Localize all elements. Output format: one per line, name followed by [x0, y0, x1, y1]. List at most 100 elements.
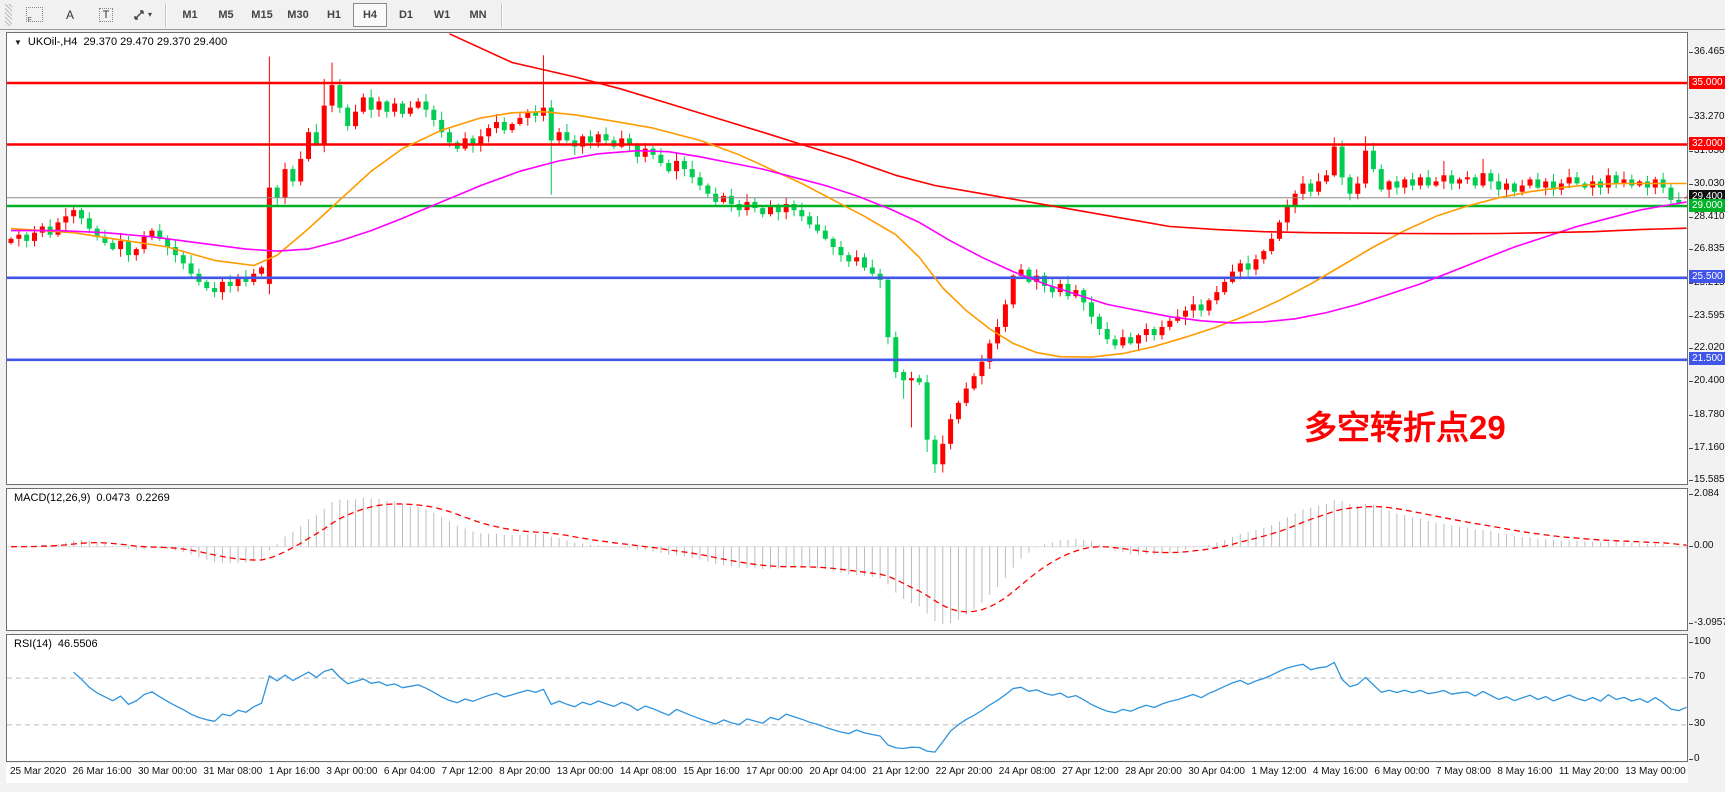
rsi-tick-label: 0	[1689, 753, 1700, 764]
price-tag-29.000: 29.000	[1689, 198, 1725, 212]
toolbar-separator	[501, 2, 503, 27]
chevron-down-icon: ▾	[147, 10, 152, 19]
macd-label: MACD(12,26,9) 0.0473 0.2269	[14, 492, 170, 504]
rsi-tick-label: 30	[1688, 717, 1706, 729]
macd-signal-value: 0.2269	[136, 492, 170, 504]
date-label: 22 Apr 20:00	[935, 766, 993, 777]
macd-canvas[interactable]	[7, 489, 1687, 630]
tab-w1[interactable]: W1	[433, 8, 451, 21]
date-label: 30 Mar 00:00	[137, 766, 197, 777]
chart-text-annotation: 多空转折点29	[1304, 409, 1506, 446]
date-label: 27 Apr 12:00	[1061, 766, 1119, 777]
macd-scale[interactable]: 2.084 0.00 -3.0957	[1688, 488, 1725, 631]
text-label-button[interactable]: T	[89, 3, 123, 27]
date-label: 8 May 16:00	[1497, 766, 1553, 777]
date-label: 6 May 00:00	[1374, 766, 1430, 777]
chart-title: ▼ UKOil-,H4 29.370 29.470 29.370 29.400	[14, 36, 227, 48]
rsi-scale[interactable]: 100 70 30 0	[1688, 634, 1725, 764]
date-label: 1 May 12:00	[1251, 766, 1307, 777]
diagonal-arrows-icon	[134, 9, 144, 20]
price-tick-label: 31.650	[1689, 144, 1725, 156]
date-label: 30 Apr 04:00	[1188, 766, 1245, 777]
date-label: 7 May 08:00	[1435, 766, 1491, 777]
rsi-line	[73, 661, 1687, 753]
macd-tick-label: -3.0957	[1689, 617, 1725, 628]
slow-ma-line	[11, 149, 1687, 324]
price-tick-label: 20.400	[1689, 375, 1725, 387]
price-tag-25.500: 25.500	[1689, 270, 1725, 284]
price-tick-label: 17.160	[1689, 441, 1725, 453]
tab-d1[interactable]: D1	[398, 8, 414, 21]
rsi-label: RSI(14) 46.5506	[14, 638, 98, 650]
date-label: 31 Mar 08:00	[203, 766, 263, 777]
ohlc-values: 29.370 29.470 29.370 29.400	[83, 36, 228, 48]
long-ma-line	[449, 33, 1687, 235]
grid-snap-button[interactable]: F	[17, 3, 51, 27]
font-a-icon: A	[65, 7, 74, 22]
price-tag-21.500: 21.500	[1689, 352, 1725, 366]
date-label: 20 Apr 04:00	[809, 766, 867, 777]
price-chart-canvas[interactable]	[7, 33, 1687, 484]
macd-tick-label: 2.084	[1688, 488, 1720, 499]
rsi-canvas[interactable]	[7, 635, 1687, 761]
macd-tick-label: 0.00	[1688, 539, 1714, 551]
main-chart-panel[interactable]: ▼ UKOil-,H4 29.370 29.470 29.370 29.400 …	[6, 32, 1688, 485]
text-t-icon: T	[98, 7, 114, 22]
date-label: 3 Apr 00:00	[326, 766, 378, 777]
price-tick-label: 23.595	[1689, 309, 1725, 321]
price-tick-label: 36.465	[1689, 46, 1725, 57]
tab-m5[interactable]: M5	[218, 8, 234, 21]
date-label: 4 May 16:00	[1312, 766, 1368, 777]
date-label: 15 Apr 16:00	[683, 766, 740, 777]
price-tag-32.000: 32.000	[1689, 137, 1725, 151]
rsi-value: 46.5506	[57, 638, 98, 650]
date-label: 8 Apr 20:00	[499, 766, 551, 777]
price-tick-label: 22.020	[1689, 342, 1725, 354]
date-label: 28 Apr 20:00	[1125, 766, 1182, 777]
toolbar-grip[interactable]	[5, 3, 12, 26]
macd-panel[interactable]: MACD(12,26,9) 0.0473 0.2269	[6, 488, 1688, 631]
macd-name: MACD(12,26,9)	[14, 492, 91, 504]
date-label: 24 Apr 08:00	[998, 766, 1056, 777]
date-label: 7 Apr 12:00	[441, 766, 493, 777]
date-label: 11 May 20:00	[1558, 766, 1619, 777]
time-axis[interactable]: 25 Mar 2020 26 Mar 16:00 30 Mar 00:00 31 Ma…	[6, 763, 1688, 783]
macd-value: 0.0473	[96, 492, 131, 504]
tab-m15[interactable]: M15	[251, 8, 273, 21]
cursor-tools-button[interactable]: ▾	[125, 3, 159, 27]
price-tick-label: 26.835	[1689, 243, 1725, 255]
grid-icon: F	[25, 7, 43, 24]
price-tick-label: 33.270	[1689, 111, 1725, 123]
price-tick-label: 15.585	[1689, 474, 1725, 486]
price-scale[interactable]: 36.46534.84533.27031.65030.03028.41026.8…	[1689, 32, 1725, 485]
date-label: 25 Mar 2020	[10, 766, 67, 777]
macd-signal-line	[10, 503, 1687, 613]
tab-h4[interactable]: H4	[353, 2, 387, 27]
date-label: 6 Apr 04:00	[383, 766, 436, 777]
date-label: 17 Apr 00:00	[746, 766, 803, 777]
price-tick-label: 18.780	[1689, 408, 1725, 420]
symbol-timeframe-label: UKOil-,H4	[27, 36, 78, 48]
date-label: 14 Apr 08:00	[619, 766, 677, 777]
rsi-tick-label: 100	[1689, 636, 1711, 647]
date-label: 21 Apr 12:00	[872, 766, 930, 777]
toolbar: F A T ▾ M1 M5 M15 M30 H1 H4 D1 W1 MN	[0, 0, 1725, 30]
price-tag-35.000: 35.000	[1689, 75, 1725, 89]
date-label: 1 Apr 16:00	[268, 766, 320, 777]
rsi-panel[interactable]: RSI(14) 46.5506	[6, 634, 1688, 762]
symbol-collapse-icon[interactable]: ▼	[14, 37, 22, 47]
tab-m1[interactable]: M1	[182, 8, 198, 21]
tab-h1[interactable]: H1	[326, 8, 342, 21]
font-button[interactable]: A	[53, 3, 87, 27]
tab-mn[interactable]: MN	[469, 8, 487, 21]
fast-ma-line	[10, 110, 1687, 358]
rsi-tick-label: 70	[1688, 671, 1706, 683]
rsi-name: RSI(14)	[14, 638, 52, 650]
date-label: 26 Mar 16:00	[72, 766, 132, 777]
date-label: 13 Apr 00:00	[556, 766, 614, 777]
tab-m30[interactable]: M30	[287, 8, 309, 21]
date-label: 13 May 00:00	[1625, 766, 1686, 777]
price-tick-label: 28.410	[1689, 211, 1725, 223]
toolbar-separator	[165, 2, 167, 27]
